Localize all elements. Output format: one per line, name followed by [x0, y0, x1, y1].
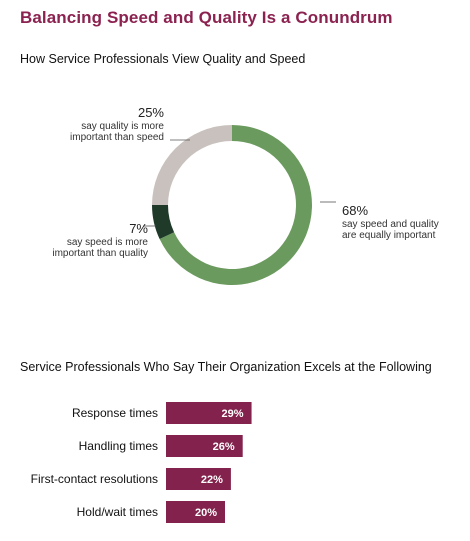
- callout-quality-line2: important than speed: [70, 132, 164, 144]
- callout-quality-more-important: 25% say quality is more important than s…: [14, 105, 164, 144]
- callout-equally-important: 68% say speed and quality are equally im…: [342, 203, 467, 242]
- callout-equal-line2: are equally important: [342, 230, 436, 242]
- callout-quality-description: say quality is more important than speed: [14, 121, 164, 144]
- callout-equal-percent: 68%: [342, 203, 369, 218]
- callout-speed-line1: say speed is more: [66, 236, 148, 248]
- bar-chart-title: Service Professionals Who Say Their Orga…: [20, 360, 432, 374]
- page-title: Balancing Speed and Quality Is a Conundr…: [20, 8, 393, 27]
- callout-quality-line1: say quality is more: [81, 120, 164, 132]
- callout-equal-description: say speed and quality are equally import…: [342, 219, 467, 242]
- callout-speed-line2: important than quality: [52, 248, 148, 260]
- callout-equal-line1: say speed and quality: [342, 218, 439, 230]
- callout-speed-description: say speed is more important than quality: [8, 237, 148, 260]
- callout-speed-more-important: 7% say speed is more important than qual…: [8, 221, 148, 260]
- callout-quality-percent: 25%: [137, 105, 164, 120]
- donut-chart-title: How Service Professionals View Quality a…: [20, 52, 306, 66]
- donut-slice-speed-more-important: [152, 205, 175, 240]
- donut-slice-quality-more-important: [152, 125, 232, 205]
- callout-speed-percent: 7%: [129, 221, 148, 236]
